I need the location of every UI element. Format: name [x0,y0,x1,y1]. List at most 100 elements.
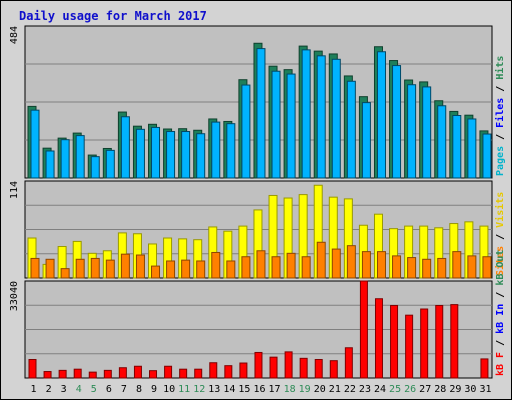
day-label: 18 [284,384,296,395]
bar-files [90,156,100,179]
bar-sites [181,259,191,279]
bar-sites [90,257,100,279]
bar-files [226,123,236,179]
bar-sites [241,256,251,279]
bar-kb [390,304,399,379]
bar-files [211,121,221,179]
bar-kb [314,359,323,379]
bar-kb [254,351,263,379]
day-label: 29 [449,384,461,395]
bar-files [437,105,447,179]
bar-kb [329,360,338,379]
bar-files [452,115,462,179]
bar-sites [437,257,447,279]
legend-entry: kB Out [495,250,506,292]
bar-sites [316,241,326,279]
day-label: 12 [193,384,205,395]
bar-sites [135,254,145,279]
bar-kb [269,356,278,379]
bar-files [241,84,251,179]
day-label: 7 [121,384,127,395]
bar-kb [164,365,173,379]
day-label: 4 [76,384,82,395]
bar-files [75,135,85,179]
day-label: 20 [314,384,326,395]
bar-files [407,84,417,179]
legend-entry: kB F [495,352,506,376]
bar-files [196,133,206,179]
bar-sites [346,245,356,279]
bar-files [316,55,326,179]
bar-files [301,49,311,179]
day-label: 25 [389,384,401,395]
bar-sites [286,252,296,279]
day-label: 26 [404,384,416,395]
bar-files [120,116,130,179]
legend-entry: Hits [494,56,506,86]
bar-sites [151,265,161,279]
bar-sites [211,251,221,279]
bar-files [346,80,356,179]
chart-panels: 484 Pages / Files / Hits 114 Sites / Visits… [9,25,506,379]
bar-sites [75,258,85,279]
bar-files [151,126,161,179]
bar-sites [482,256,492,279]
day-label: 2 [46,384,52,395]
bar-kb [239,362,248,379]
panel-1: 484 Pages / Files / Hits [9,25,506,179]
day-label: 6 [106,384,112,395]
axis-max-label: 114 [9,181,20,199]
bar-sites [196,260,206,279]
bar-kb [224,365,233,379]
day-label: 9 [151,384,157,395]
bar-kb [420,308,429,379]
legend-entry: Sites [494,246,506,276]
bar-kb [374,298,383,379]
day-label: 23 [359,384,371,395]
bar-kb [73,368,82,379]
axis-max-label: 33040 [9,281,20,311]
day-label: 14 [223,384,235,395]
day-label: 10 [163,384,175,395]
day-label: 13 [208,384,220,395]
day-label: 1 [31,384,37,395]
bar-files [30,109,40,179]
day-label: 5 [91,384,97,395]
legend-entry: Files [494,98,506,134]
bar-sites [120,253,130,279]
panel-2: 114 Sites / Visits [9,180,506,279]
bar-files [181,131,191,179]
day-label: 17 [269,384,281,395]
bar-sites [376,251,386,279]
legend-entry: / [495,292,506,304]
day-label: 8 [136,384,142,395]
bar-sites [361,251,371,279]
axis-max-label: 484 [9,26,20,44]
day-label: 15 [238,384,250,395]
panel-3: 33040 kB F / kB In / kB Out [9,250,506,379]
bar-sites [422,258,432,279]
day-label: 24 [374,384,386,395]
bar-sites [30,257,40,279]
bar-kb [450,304,459,379]
legend-entry: / [495,234,506,246]
panel-legend: kB F / kB In / kB Out [495,250,506,376]
bar-sites [45,258,55,279]
day-label: 31 [479,384,491,395]
bar-kb [133,365,142,379]
bar-kb [299,357,308,379]
bar-files [286,73,296,179]
bar-kb [480,358,489,379]
bar-sites [271,256,281,279]
day-label: 19 [299,384,311,395]
bar-files [166,131,176,179]
legend-entry: / [495,86,506,98]
bar-files [45,150,55,179]
bar-sites [105,259,115,279]
bar-kb [209,362,218,379]
bar-files [392,65,402,179]
bar-files [376,51,386,179]
bar-kb [194,368,203,379]
bar-files [482,133,492,179]
